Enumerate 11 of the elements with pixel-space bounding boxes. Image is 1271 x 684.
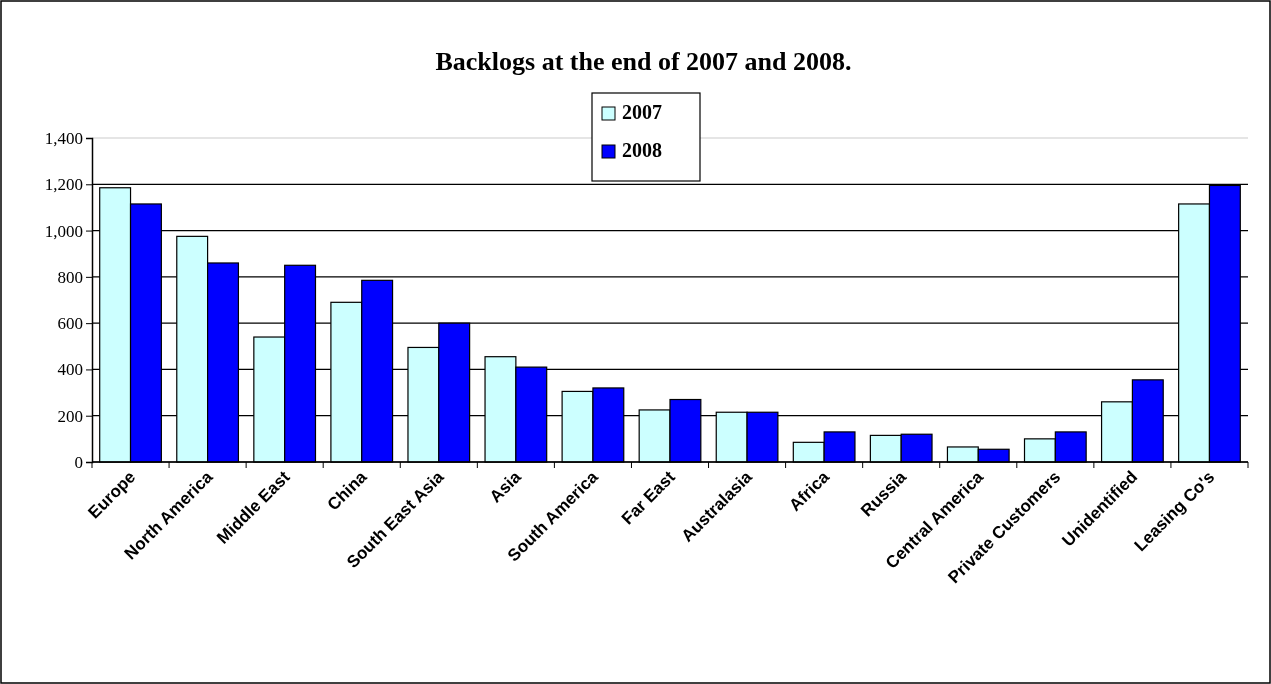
y-tick-label: 1,200 <box>44 175 83 195</box>
legend-label: 2008 <box>622 139 662 161</box>
y-tick-label: 400 <box>57 360 83 380</box>
y-tick-label: 200 <box>57 406 83 426</box>
legend-label: 2007 <box>622 101 662 123</box>
y-tick-label: 1,400 <box>44 128 83 148</box>
y-tick-label: 1,000 <box>44 221 83 241</box>
y-tick-label: 800 <box>57 267 83 287</box>
chart-title: Backlogs at the end of 2007 and 2008. <box>435 47 852 76</box>
y-tick-label: 600 <box>57 314 83 334</box>
y-tick-label: 0 <box>74 452 83 472</box>
